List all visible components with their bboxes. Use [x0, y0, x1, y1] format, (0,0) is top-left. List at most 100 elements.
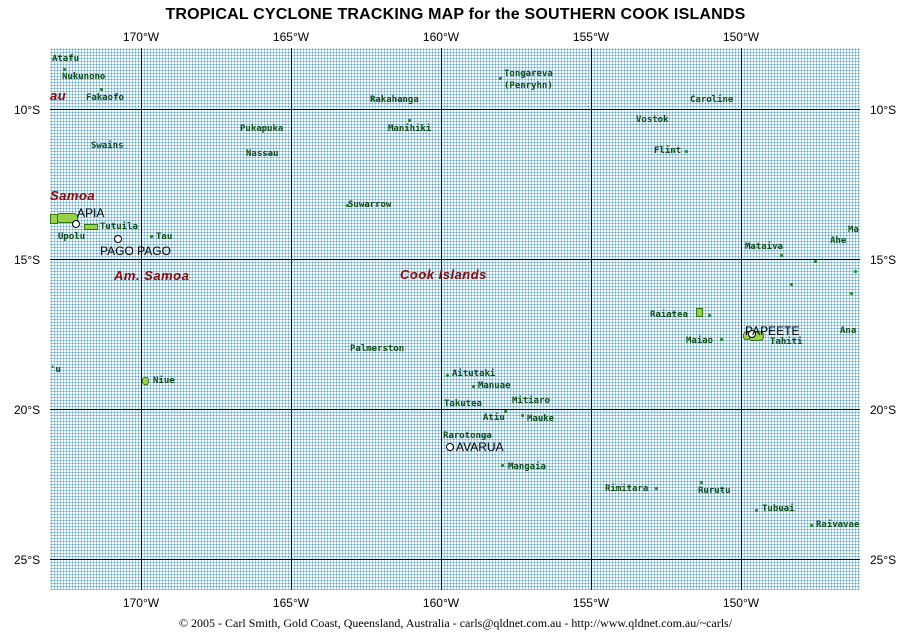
island-marker-atiu: [504, 410, 507, 413]
island-label-mitiaro: Mitiaro: [512, 396, 550, 406]
island-marker-rimitara: [655, 487, 658, 490]
island-marker-manuae: [472, 385, 475, 388]
island-label-mataiva: Mataiva: [745, 242, 783, 252]
island-label-vostok: Vostok: [636, 115, 669, 125]
island-label-manihiki: Manihiki: [388, 124, 432, 134]
grid-line-20s: [50, 409, 860, 410]
island-label-mauke: Mauke: [527, 414, 555, 424]
island-label-raivavae: Raivavae: [816, 520, 860, 530]
island-label-nassau: Nassau: [246, 149, 279, 159]
island-label-penryhn: (Penryhn): [504, 81, 553, 91]
island-label-tutuila: Tutuila: [100, 222, 138, 232]
island-label-aitutaki: Aitutaki: [452, 369, 496, 379]
lon-label-top-165: 165°W: [272, 30, 310, 44]
island-marker-tubuai: [755, 509, 758, 512]
capital-label-papeete: PAPEETE: [745, 324, 800, 338]
island-marker-rurutu: [700, 481, 703, 484]
island-label-tahiti: Tahiti: [770, 337, 803, 347]
region-label-american-samoa: Am. Samoa: [114, 268, 190, 283]
island-label-rurutu: Rurutu: [698, 486, 731, 496]
grid-line-10s: [50, 109, 860, 110]
island-label-suwarrow: Suwarrow: [348, 200, 392, 210]
island-label-takutea: Takutea: [444, 399, 482, 409]
island-label-rakahanga: Rakahanga: [370, 95, 419, 105]
island-marker-suwarrow: [346, 204, 349, 207]
capital-marker-apia: [72, 220, 80, 228]
island-label-tubuai: Tubuai: [762, 504, 795, 514]
island-marker-tuamotu-1: [814, 260, 817, 263]
lat-label-right-15: 15°S: [870, 253, 897, 267]
island-label-fakaofo: Fakaofo: [86, 93, 124, 103]
lat-label-left-15: 15°S: [14, 253, 41, 267]
lat-label-right-25: 25°S: [870, 553, 897, 567]
copyright-footer: © 2005 - Carl Smith, Gold Coast, Queensl…: [178, 616, 733, 630]
island-label-palmerston: Palmerston: [350, 344, 405, 354]
lon-label-top-150: 150°W: [722, 30, 760, 44]
island-marker-raivavae: [810, 524, 813, 527]
region-label-tokelau-fragment: au: [50, 88, 67, 103]
lon-label-top-160: 160°W: [422, 30, 460, 44]
lon-label-bottom-150: 150°W: [722, 596, 760, 610]
island-label-nukunono: Nukunono: [62, 72, 106, 82]
lon-label-top-155: 155°W: [572, 30, 610, 44]
island-label-island-fragment-left: 'u: [50, 365, 61, 375]
island-marker-tongareva: [499, 77, 502, 80]
island-label-tau: Tau: [156, 232, 173, 242]
island-label-caroline: Caroline: [690, 95, 734, 105]
grid-line-15s: [50, 259, 860, 260]
grid-line-170w: [141, 48, 142, 590]
grid-line-25s: [50, 559, 860, 560]
lat-label-left-20: 20°S: [14, 403, 41, 417]
capital-label-apia: APIA: [77, 206, 105, 220]
island-label-atiu: Atiu: [483, 413, 505, 423]
island-marker-tuamotu-4: [854, 270, 857, 273]
lat-label-right-10: 10°S: [870, 103, 897, 117]
island-marker-flint: [685, 150, 688, 153]
island-marker-mataiva: [780, 254, 783, 257]
island-label-anaa-fragment: Ana: [840, 326, 857, 336]
lon-label-top-170: 170°W: [122, 30, 160, 44]
capital-label-pago-pago: PAGO PAGO: [100, 244, 171, 258]
island-marker-society-2: [708, 314, 711, 317]
grid-line-150w: [741, 48, 742, 590]
island-label-manuae: Manuae: [478, 381, 511, 391]
island-label-flint: Flint: [654, 146, 682, 156]
island-shape-raiatea: [696, 308, 703, 317]
island-shape-niue: [142, 377, 149, 385]
island-marker-fakaofo: [100, 88, 103, 91]
region-label-cook-islands: Cook Islands: [400, 267, 487, 282]
island-marker-tuamotu-2: [790, 283, 793, 286]
grid-line-160w: [441, 48, 442, 590]
island-label-atafu: Atafu: [52, 54, 80, 64]
capital-marker-avarua: [446, 443, 454, 451]
island-label-manihi-fragment: Ma: [848, 225, 859, 235]
island-marker-rakahanga: [408, 119, 411, 122]
island-marker-aitutaki: [446, 374, 449, 377]
lon-label-bottom-170: 170°W: [122, 596, 160, 610]
lat-label-right-20: 20°S: [870, 403, 897, 417]
grid-line-165w: [291, 48, 292, 590]
island-label-tongareva: Tongareva: [504, 69, 553, 79]
lon-label-bottom-165: 165°W: [272, 596, 310, 610]
island-shape-tutuila: [84, 224, 98, 230]
island-shape-savaii: [50, 214, 58, 224]
island-label-rarotonga: Rarotonga: [443, 431, 492, 441]
island-marker-tau: [150, 235, 153, 238]
island-label-upolu: Upolu: [58, 232, 86, 242]
island-label-rimitara: Rimitara: [605, 484, 649, 494]
lon-label-bottom-155: 155°W: [572, 596, 610, 610]
lon-label-bottom-160: 160°W: [422, 596, 460, 610]
island-label-raiatea: Raiatea: [650, 310, 688, 320]
island-marker-atafu: [63, 68, 66, 71]
capital-marker-papeete: [748, 330, 756, 338]
island-label-maiao: Maiao: [686, 336, 714, 346]
region-label-samoa: Samoa: [50, 188, 96, 203]
island-marker-maiao: [720, 338, 723, 341]
island-label-mangaia: Mangaia: [508, 462, 546, 472]
map-title: TROPICAL CYCLONE TRACKING MAP for the SO…: [165, 6, 746, 23]
island-marker-tuamotu-3: [850, 292, 853, 295]
map-canvas[interactable]: au Samoa Am. Samoa Cook Islands Atafu Nu…: [50, 48, 860, 590]
capital-label-avarua: AVARUA: [456, 440, 504, 454]
lat-label-left-25: 25°S: [14, 553, 41, 567]
island-label-niue: Niue: [153, 376, 175, 386]
